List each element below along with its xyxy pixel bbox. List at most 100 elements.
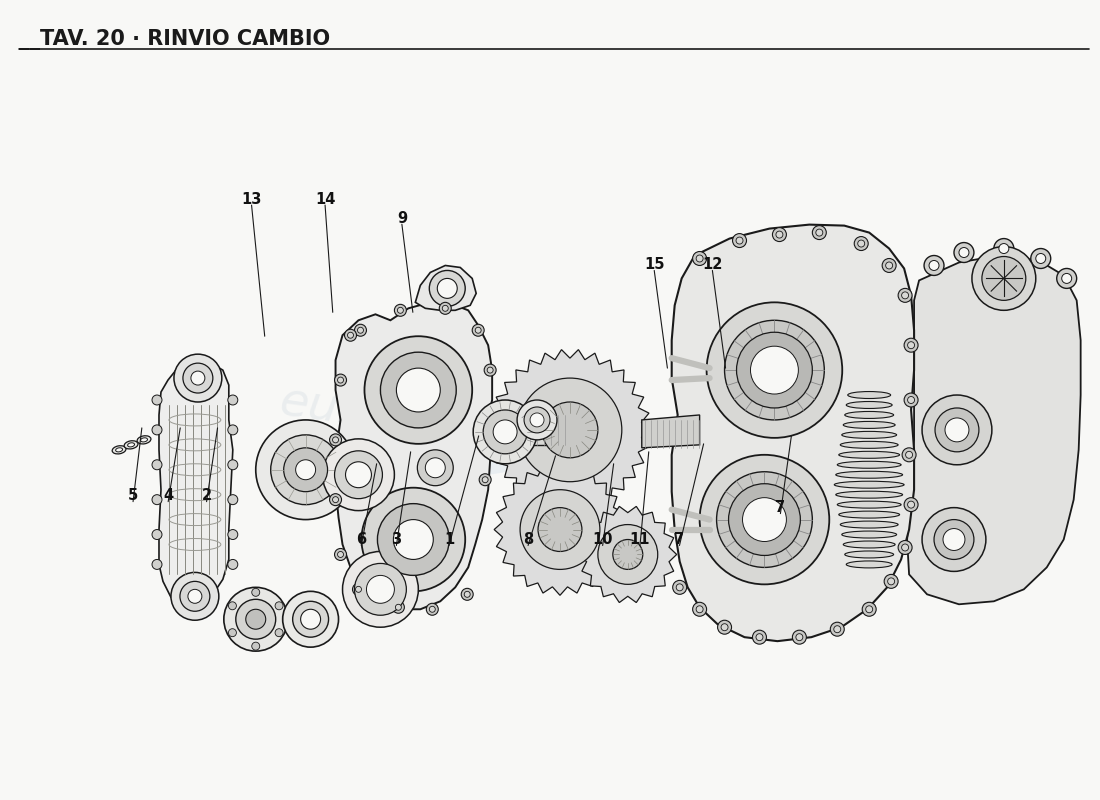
Circle shape	[888, 578, 894, 585]
Polygon shape	[579, 506, 676, 602]
Circle shape	[271, 435, 341, 505]
Circle shape	[943, 529, 965, 550]
Circle shape	[252, 642, 260, 650]
Circle shape	[736, 237, 743, 244]
Circle shape	[293, 602, 329, 637]
Circle shape	[792, 630, 806, 644]
Ellipse shape	[837, 501, 901, 508]
Circle shape	[483, 410, 527, 454]
Polygon shape	[490, 350, 651, 510]
Circle shape	[152, 494, 162, 505]
Circle shape	[354, 324, 366, 336]
Circle shape	[858, 240, 865, 247]
Circle shape	[275, 602, 283, 610]
Circle shape	[334, 549, 346, 561]
Circle shape	[358, 327, 363, 334]
Ellipse shape	[138, 436, 151, 444]
Circle shape	[475, 327, 481, 334]
Circle shape	[439, 302, 451, 314]
Circle shape	[972, 246, 1036, 310]
Circle shape	[352, 583, 364, 595]
Circle shape	[902, 292, 909, 299]
Circle shape	[223, 587, 288, 651]
Circle shape	[355, 586, 362, 592]
Circle shape	[816, 229, 823, 236]
Circle shape	[344, 330, 356, 342]
Circle shape	[999, 243, 1009, 254]
Circle shape	[183, 363, 213, 393]
Circle shape	[954, 242, 974, 262]
Circle shape	[904, 393, 918, 407]
Text: 4: 4	[163, 488, 173, 503]
Circle shape	[152, 425, 162, 435]
Circle shape	[362, 488, 465, 591]
Circle shape	[520, 490, 600, 570]
Circle shape	[693, 251, 706, 266]
Circle shape	[487, 427, 493, 433]
Ellipse shape	[845, 411, 893, 418]
Circle shape	[696, 255, 703, 262]
Circle shape	[364, 336, 472, 444]
Circle shape	[756, 634, 763, 641]
Circle shape	[152, 559, 162, 570]
Circle shape	[442, 306, 449, 311]
Circle shape	[673, 580, 686, 594]
Text: 7: 7	[674, 532, 684, 547]
Circle shape	[930, 261, 939, 270]
Text: 3: 3	[392, 532, 402, 547]
Text: 7: 7	[776, 500, 785, 515]
Ellipse shape	[112, 446, 126, 454]
Circle shape	[338, 551, 343, 558]
Text: 12: 12	[702, 257, 723, 272]
Ellipse shape	[840, 442, 898, 448]
Circle shape	[188, 590, 202, 603]
Circle shape	[902, 544, 909, 551]
Circle shape	[322, 439, 395, 510]
Circle shape	[922, 508, 986, 571]
Circle shape	[275, 629, 283, 637]
Circle shape	[725, 320, 824, 420]
Circle shape	[191, 371, 205, 385]
Circle shape	[862, 602, 877, 616]
Circle shape	[152, 395, 162, 405]
Circle shape	[330, 434, 341, 446]
Circle shape	[517, 400, 557, 440]
Circle shape	[493, 420, 517, 444]
Circle shape	[905, 451, 913, 458]
Circle shape	[994, 238, 1014, 258]
Ellipse shape	[836, 471, 903, 478]
Circle shape	[426, 458, 446, 478]
Polygon shape	[641, 415, 700, 448]
Circle shape	[728, 484, 801, 555]
Circle shape	[394, 519, 433, 559]
Circle shape	[473, 400, 537, 464]
Circle shape	[902, 448, 916, 462]
Circle shape	[924, 255, 944, 275]
Circle shape	[908, 501, 914, 508]
Circle shape	[904, 338, 918, 352]
Circle shape	[959, 247, 969, 258]
Circle shape	[348, 332, 353, 338]
Circle shape	[518, 378, 622, 482]
Circle shape	[716, 472, 812, 567]
Ellipse shape	[128, 442, 134, 447]
Circle shape	[776, 231, 783, 238]
Circle shape	[598, 525, 658, 584]
Ellipse shape	[839, 511, 900, 518]
Circle shape	[722, 624, 728, 630]
Circle shape	[717, 620, 732, 634]
Ellipse shape	[116, 448, 122, 452]
Circle shape	[252, 588, 260, 596]
Circle shape	[934, 519, 974, 559]
Circle shape	[676, 584, 683, 591]
Circle shape	[908, 397, 914, 403]
Ellipse shape	[845, 551, 893, 558]
Circle shape	[228, 460, 238, 470]
Circle shape	[866, 606, 872, 613]
Circle shape	[334, 451, 383, 498]
Circle shape	[482, 477, 488, 482]
Circle shape	[284, 448, 328, 492]
Circle shape	[886, 262, 892, 269]
Circle shape	[152, 530, 162, 539]
Circle shape	[524, 407, 550, 433]
